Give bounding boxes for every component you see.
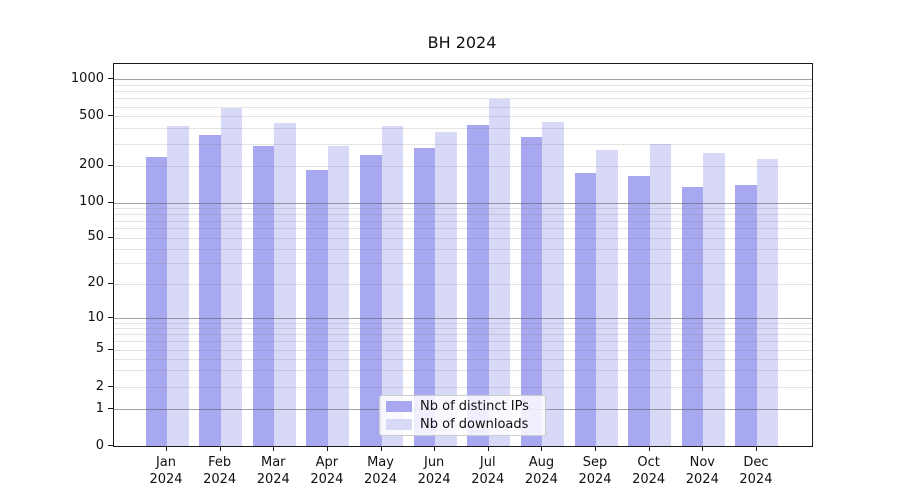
y-tick-10 <box>108 317 113 319</box>
y-tick-2 <box>108 386 113 387</box>
x-tick-oct <box>648 446 650 451</box>
x-tick-apr <box>326 446 328 451</box>
x-tick-may <box>380 446 382 451</box>
x-tick-label-jun: Jun 2024 <box>417 455 451 487</box>
bar-distinct-ips-sep <box>574 172 597 446</box>
legend: Nb of distinct IPs Nb of downloads <box>379 395 546 436</box>
y-tick-label-50: 50 <box>87 229 104 244</box>
y-tick-label-1000: 1000 <box>70 70 104 86</box>
bar-distinct-ips-jul <box>467 124 489 446</box>
x-tick-label-dec: Dec 2024 <box>739 455 773 487</box>
x-tick-label-nov: Nov 2024 <box>685 455 719 487</box>
bar-distinct-ips-aug <box>520 137 543 446</box>
y-tick-5 <box>108 348 113 350</box>
legend-label-distinct-ips: Nb of distinct IPs <box>420 399 529 414</box>
x-tick-label-jul: Jul 2024 <box>471 455 505 487</box>
y-tick-200 <box>108 164 113 166</box>
bar-downloads-dec <box>756 159 779 446</box>
y-tick-label-500: 500 <box>79 107 104 123</box>
x-tick-aug <box>541 446 543 451</box>
bar-distinct-ips-apr <box>306 169 328 446</box>
bar-distinct-ips-may <box>360 154 382 446</box>
x-tick-jun <box>434 446 436 451</box>
bar-downloads-sep <box>596 149 618 446</box>
bar-distinct-ips-nov <box>681 186 704 446</box>
bar-downloads-jul <box>488 99 511 446</box>
chart-title: BH 2024 <box>427 33 497 52</box>
bar-distinct-ips-dec <box>735 184 757 446</box>
x-tick-label-may: May 2024 <box>363 455 398 487</box>
y-tick-1000 <box>108 78 113 80</box>
bar-downloads-feb <box>220 108 243 446</box>
y-tick-20 <box>108 282 113 284</box>
x-tick-jul <box>487 446 489 451</box>
x-tick-label-feb: Feb 2024 <box>203 455 237 487</box>
y-tick-100 <box>108 201 113 203</box>
bar-downloads-oct <box>649 143 672 446</box>
y-tick-label-20: 20 <box>87 275 104 290</box>
bars-layer <box>114 64 812 446</box>
y-tick-label-5: 5 <box>95 341 104 356</box>
bar-distinct-ips-feb <box>199 134 221 446</box>
x-tick-label-oct: Oct 2024 <box>632 455 666 487</box>
x-tick-label-sep: Sep 2024 <box>578 455 612 487</box>
bar-downloads-jan <box>167 126 189 446</box>
x-tick-label-mar: Mar 2024 <box>256 455 290 487</box>
x-tick-label-aug: Aug 2024 <box>524 455 558 487</box>
x-tick-feb <box>219 446 221 451</box>
bar-downloads-mar <box>274 122 296 446</box>
bar-distinct-ips-mar <box>252 145 275 446</box>
bar-downloads-may <box>381 125 404 446</box>
y-tick-label-100: 100 <box>79 194 104 210</box>
x-tick-label-apr: Apr 2024 <box>310 455 344 487</box>
y-tick-label-200: 200 <box>79 157 104 173</box>
y-tick-1 <box>108 408 113 409</box>
bar-distinct-ips-jun <box>413 147 436 446</box>
legend-swatch-distinct-ips <box>386 401 412 412</box>
bar-downloads-jun <box>435 131 457 446</box>
bar-downloads-apr <box>327 145 350 446</box>
x-tick-label-jan: Jan 2024 <box>149 455 183 487</box>
y-tick-label-10: 10 <box>87 309 104 325</box>
plot-area <box>113 63 813 447</box>
legend-label-downloads: Nb of downloads <box>420 417 529 432</box>
y-tick-0 <box>108 445 113 446</box>
y-tick-label-1: 1 <box>95 400 104 416</box>
x-tick-nov <box>702 446 704 451</box>
legend-item-downloads: Nb of downloads <box>386 417 539 432</box>
y-tick-50 <box>108 236 113 238</box>
bar-downloads-nov <box>703 152 725 446</box>
x-tick-mar <box>273 446 275 451</box>
bar-distinct-ips-oct <box>628 175 650 446</box>
bar-distinct-ips-jan <box>145 156 167 446</box>
y-tick-label-0: 0 <box>95 437 104 453</box>
x-tick-sep <box>595 446 597 451</box>
x-tick-jan <box>166 446 167 451</box>
y-tick-500 <box>108 115 113 117</box>
x-tick-dec <box>755 446 757 451</box>
legend-item-distinct-ips: Nb of distinct IPs <box>386 399 539 414</box>
legend-swatch-downloads <box>386 419 412 430</box>
y-tick-label-2: 2 <box>95 378 104 394</box>
